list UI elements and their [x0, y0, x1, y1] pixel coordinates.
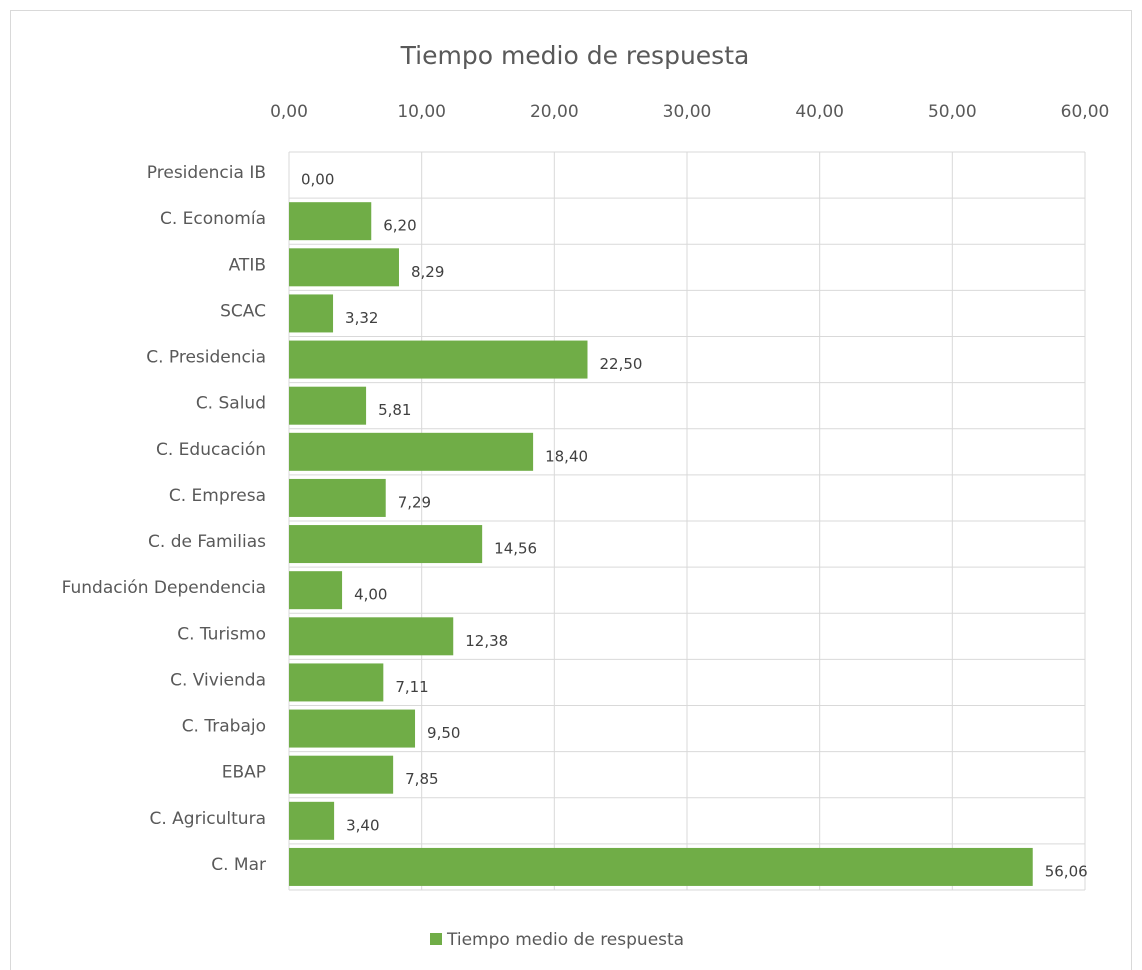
bar — [289, 801, 335, 840]
data-label: 22,50 — [600, 355, 643, 373]
bar — [289, 294, 334, 333]
y-tick-label: C. de Familias — [148, 532, 266, 552]
y-tick-label: C. Turismo — [177, 624, 266, 644]
x-tick-label: 50,00 — [928, 102, 977, 122]
data-label: 8,29 — [411, 263, 444, 281]
y-tick-label: C. Presidencia — [146, 348, 266, 368]
data-label: 14,56 — [494, 540, 537, 558]
data-label: 6,20 — [383, 217, 416, 235]
x-tick-label: 10,00 — [397, 102, 446, 122]
bar — [289, 432, 534, 471]
y-tick-label: C. Educación — [156, 440, 266, 460]
bar — [289, 248, 399, 287]
bar — [289, 755, 394, 794]
data-label: 4,00 — [354, 586, 387, 604]
chart-title: Tiempo medio de respuesta — [400, 41, 750, 70]
y-tick-label: C. Agricultura — [149, 809, 266, 829]
legend-swatch — [430, 933, 442, 945]
bar — [289, 340, 588, 379]
bar — [289, 617, 454, 656]
bar — [289, 525, 483, 564]
data-label: 0,00 — [301, 171, 334, 189]
data-label: 9,50 — [427, 724, 460, 742]
x-tick-label: 0,00 — [270, 102, 308, 122]
y-tick-label: C. Empresa — [169, 486, 266, 506]
data-label: 7,29 — [398, 493, 431, 511]
y-tick-label: C. Vivienda — [170, 670, 266, 690]
y-tick-label: C. Salud — [196, 394, 266, 414]
data-label: 18,40 — [545, 447, 588, 465]
bar — [289, 709, 416, 748]
y-tick-label: C. Economía — [160, 209, 266, 229]
data-label: 12,38 — [465, 632, 508, 650]
bar — [289, 478, 386, 517]
y-tick-label: Presidencia IB — [147, 163, 266, 183]
data-label: 5,81 — [378, 401, 411, 419]
bar — [289, 202, 372, 241]
bar — [289, 386, 367, 425]
legend-label: Tiempo medio de respuesta — [446, 930, 684, 950]
x-tick-label: 30,00 — [663, 102, 712, 122]
bar — [289, 571, 343, 610]
data-label: 3,32 — [345, 309, 378, 327]
x-tick-label: 40,00 — [795, 102, 844, 122]
chart-frame — [10, 10, 1132, 970]
y-tick-label: EBAP — [222, 763, 266, 783]
data-label: 3,40 — [346, 816, 379, 834]
y-tick-label: SCAC — [220, 301, 266, 321]
x-tick-label: 20,00 — [530, 102, 579, 122]
y-tick-label: C. Trabajo — [182, 717, 266, 737]
y-tick-label: Fundación Dependencia — [62, 578, 266, 598]
data-label: 7,85 — [405, 770, 438, 788]
bar — [289, 663, 384, 702]
bar — [289, 847, 1033, 886]
data-label: 56,06 — [1045, 862, 1088, 880]
y-tick-label: ATIB — [229, 255, 266, 275]
x-tick-label: 60,00 — [1061, 102, 1110, 122]
data-label: 7,11 — [395, 678, 428, 696]
y-tick-label: C. Mar — [211, 855, 266, 875]
